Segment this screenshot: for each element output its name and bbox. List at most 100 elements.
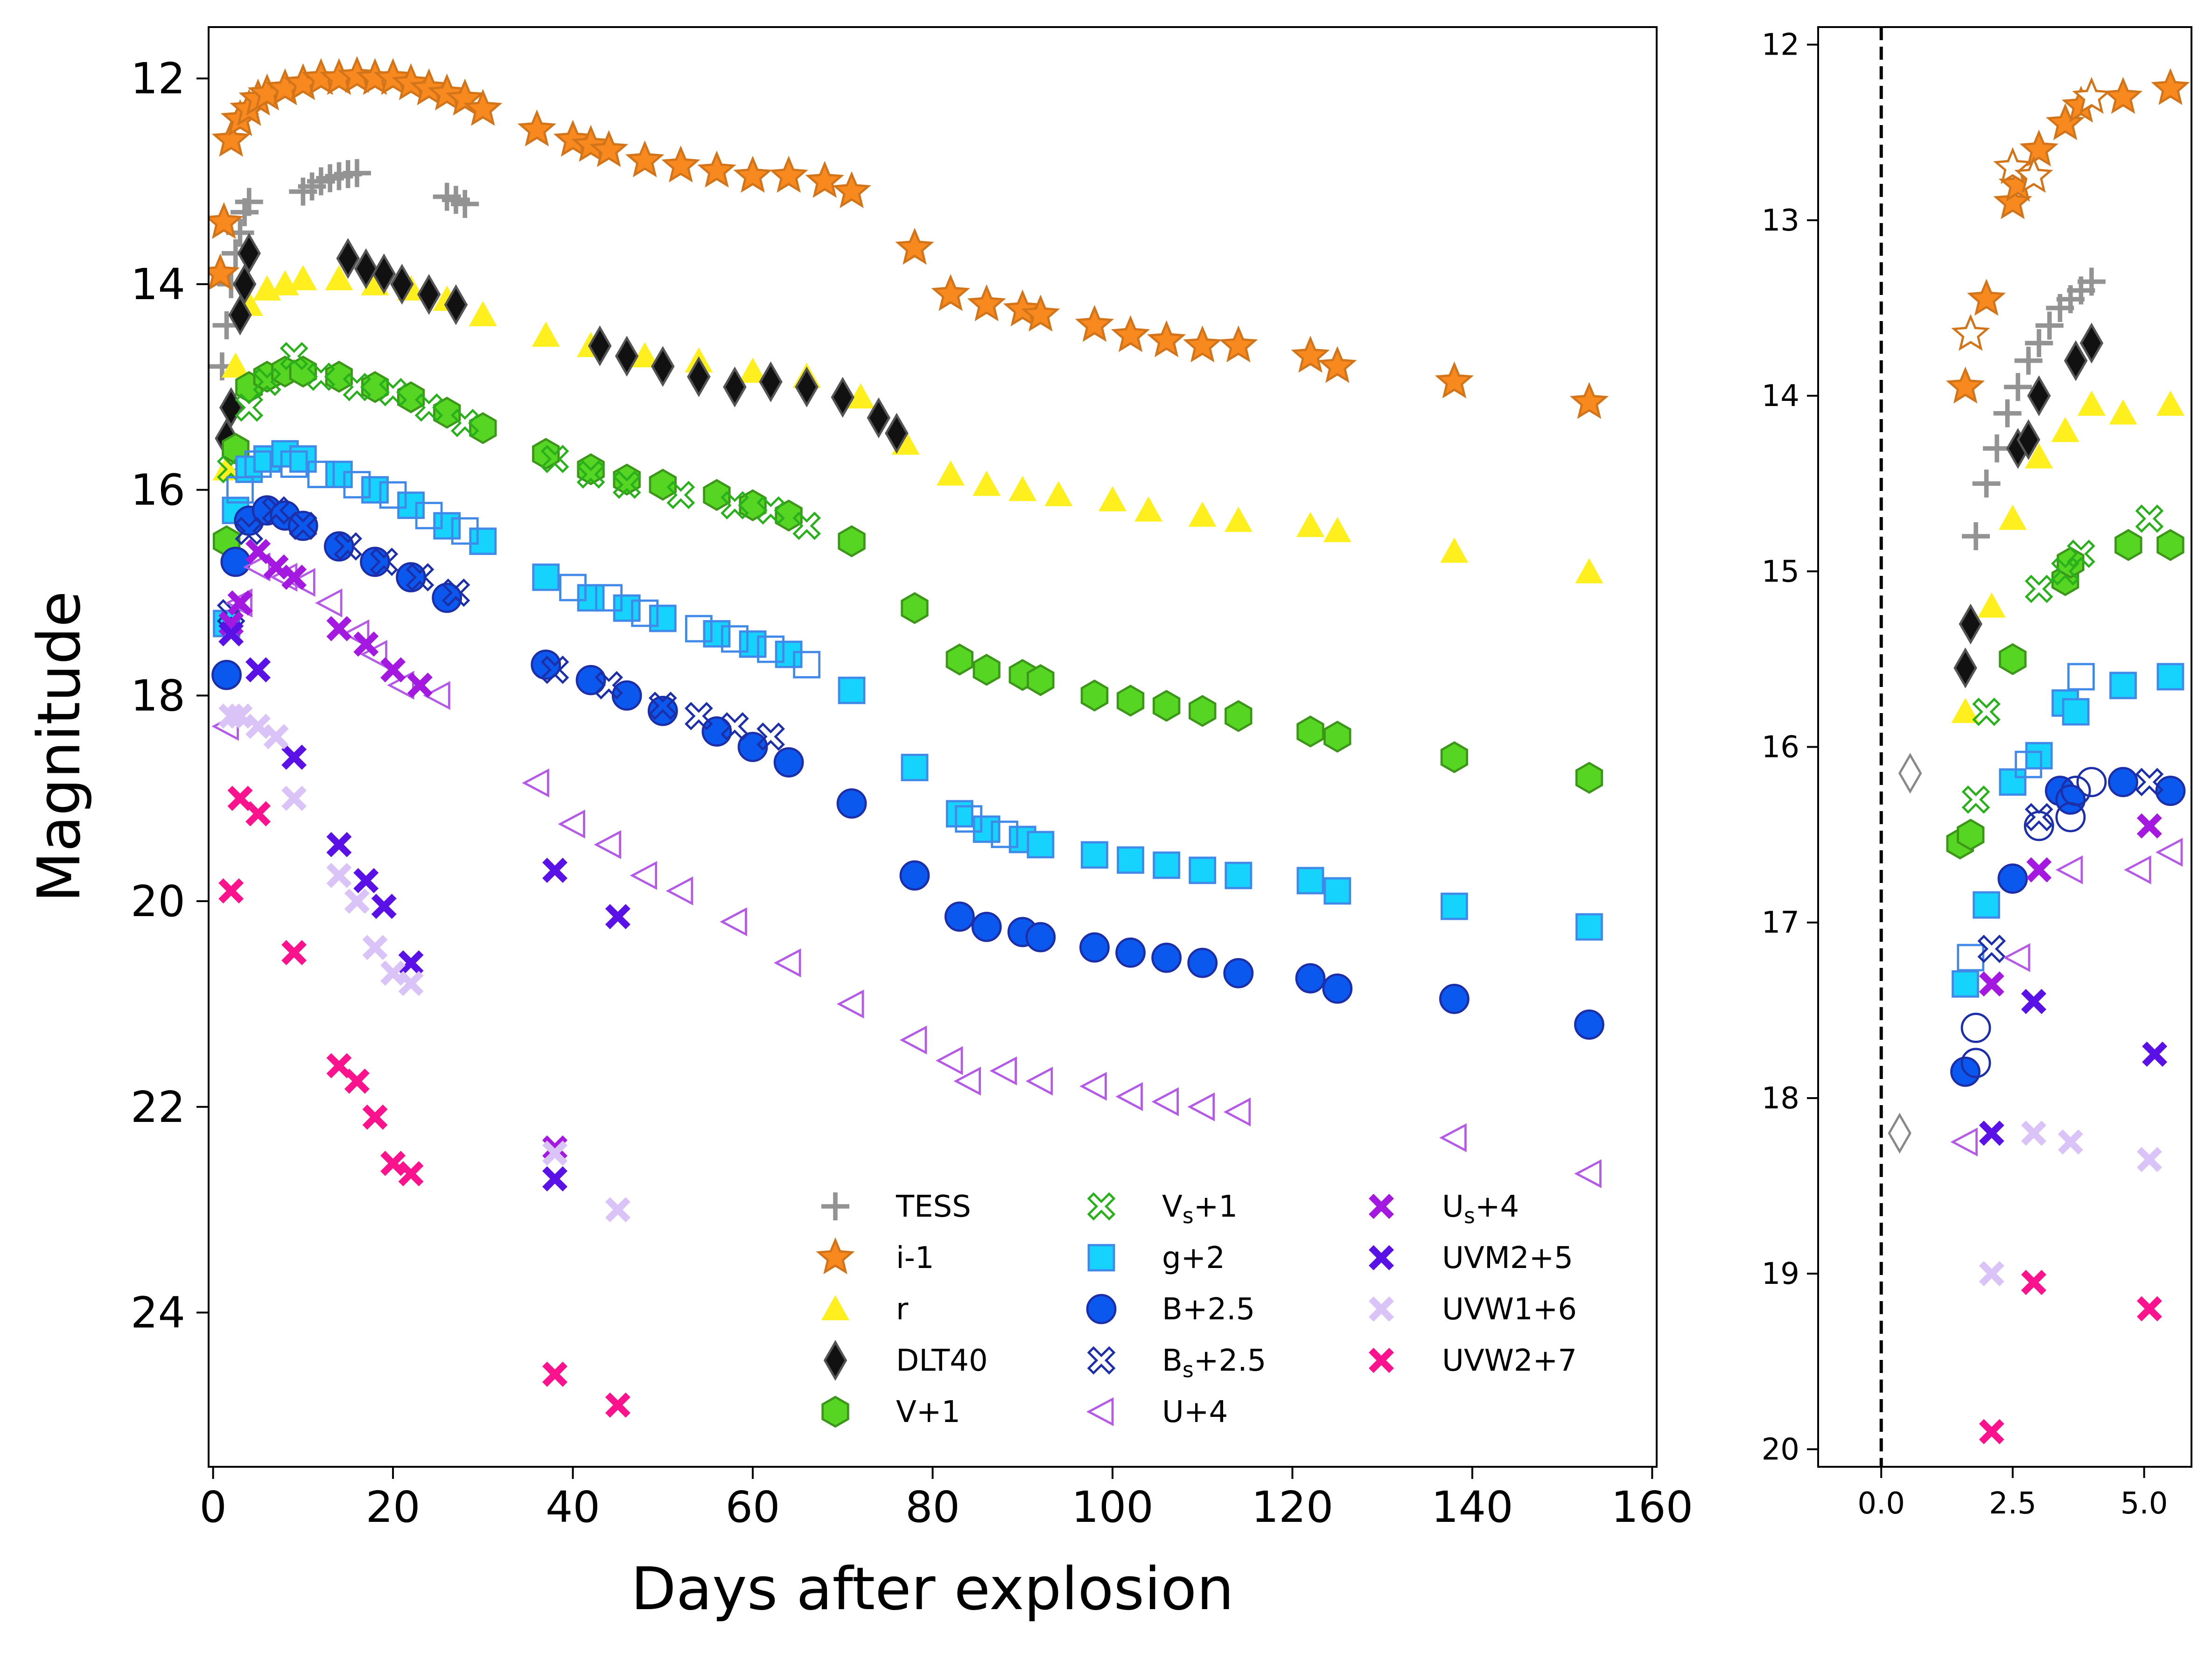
inset-data-point — [1962, 522, 1990, 551]
data-point — [469, 301, 497, 326]
data-point — [1440, 741, 1468, 773]
series-uvw1-6 — [218, 703, 630, 1223]
data-point — [353, 868, 379, 893]
inset-series-g-2 — [1952, 663, 2184, 998]
legend-marker — [1086, 1397, 1114, 1426]
inset-y-tick-label: 20 — [1762, 1432, 1799, 1467]
legend-marker — [823, 1340, 847, 1381]
data-point — [444, 284, 468, 325]
data-point — [342, 619, 370, 649]
data-point — [218, 878, 244, 904]
data-point — [315, 588, 343, 617]
inset-data-point — [2045, 103, 2085, 140]
legend-entry: i-1 — [816, 1237, 934, 1275]
data-point — [899, 860, 930, 891]
inset-data-point — [2016, 419, 2040, 460]
inset-data-point — [2156, 529, 2184, 561]
data-point — [605, 1197, 630, 1223]
inset-data-point — [2021, 1270, 2046, 1295]
inset-data-point — [1888, 1113, 1911, 1154]
inset-series-i-1-open — [1951, 77, 2111, 351]
legend-label: g+2 — [1162, 1241, 1225, 1275]
inset-data-point — [2077, 390, 2106, 416]
data-point — [1079, 932, 1110, 963]
data-point — [407, 672, 433, 698]
data-point — [944, 901, 975, 932]
data-point — [289, 511, 317, 540]
inset-data-point — [2124, 855, 2151, 884]
inset-data-point — [2151, 68, 2190, 105]
data-point — [1080, 679, 1109, 712]
data-point — [1318, 346, 1357, 383]
data-point — [937, 460, 965, 486]
data-point — [697, 150, 736, 188]
inset-y-tick-label: 14 — [1762, 379, 1799, 413]
legend-label: U+4 — [1162, 1395, 1228, 1429]
data-point — [226, 476, 254, 504]
series-uvm2-5 — [218, 621, 630, 1191]
legend-label: B+2.5 — [1162, 1292, 1255, 1327]
data-point — [805, 161, 844, 198]
inset-data-point — [2014, 346, 2043, 375]
x-tick-label: 20 — [366, 1482, 420, 1532]
data-point — [605, 904, 630, 930]
data-point — [221, 352, 250, 378]
data-point — [379, 481, 407, 509]
data-point — [1291, 336, 1330, 373]
y-tick-label: 24 — [131, 1288, 185, 1338]
data-point — [281, 940, 307, 966]
data-point — [414, 393, 443, 422]
inset-data-point — [2136, 1296, 2162, 1322]
inset-x-tick-label: 2.5 — [1989, 1486, 2037, 1521]
data-point — [281, 564, 307, 590]
data-point — [1575, 558, 1603, 583]
data-point — [450, 409, 479, 437]
inset-series-u-4 — [1950, 838, 2183, 1156]
inset-series-dlt40 — [1953, 322, 2104, 689]
data-point — [1153, 851, 1181, 879]
data-point — [588, 325, 612, 366]
data-point — [615, 336, 639, 377]
data-point — [1081, 841, 1108, 869]
data-point — [1323, 517, 1351, 542]
inset-data-point — [1999, 768, 2027, 796]
data-point — [417, 274, 441, 315]
data-point — [398, 1161, 424, 1186]
data-point — [218, 621, 244, 647]
data-point — [235, 393, 264, 422]
data-point — [955, 805, 982, 833]
data-point — [1189, 695, 1217, 727]
inset-data-point — [2026, 857, 2052, 883]
data-point — [630, 861, 658, 890]
inset-series-dlt40-limit — [1888, 753, 1922, 1154]
legend-entry: r — [821, 1292, 909, 1327]
inset-data-point — [1979, 1121, 2004, 1146]
inset-data-point — [2062, 698, 2090, 726]
data-point — [244, 450, 272, 478]
data-point — [371, 894, 397, 919]
inset-data-point — [2155, 776, 2186, 806]
data-point — [281, 785, 307, 811]
data-point — [324, 531, 354, 562]
data-point — [212, 455, 241, 481]
inset-x-tick-label: 5.0 — [2121, 1486, 2168, 1521]
inset-data-point — [2155, 838, 2183, 867]
inset-data-point — [2051, 557, 2080, 586]
legend-label: TESS — [896, 1190, 971, 1224]
data-point — [1574, 1159, 1602, 1188]
data-point — [343, 471, 371, 498]
series-i-1 — [209, 56, 1609, 419]
data-point — [756, 496, 785, 525]
data-point — [289, 445, 317, 473]
inset-axes-frame — [1817, 26, 2192, 1468]
data-point — [1296, 715, 1324, 748]
data-point — [334, 532, 363, 561]
data-point — [245, 714, 271, 739]
data-point — [227, 590, 253, 616]
data-point — [243, 552, 271, 581]
main-data-marks — [209, 56, 1609, 1418]
inset-data-point — [2015, 750, 2043, 778]
inset-data-point — [1946, 366, 1985, 404]
inset-data-point — [2067, 663, 2095, 691]
data-point — [1440, 892, 1468, 920]
